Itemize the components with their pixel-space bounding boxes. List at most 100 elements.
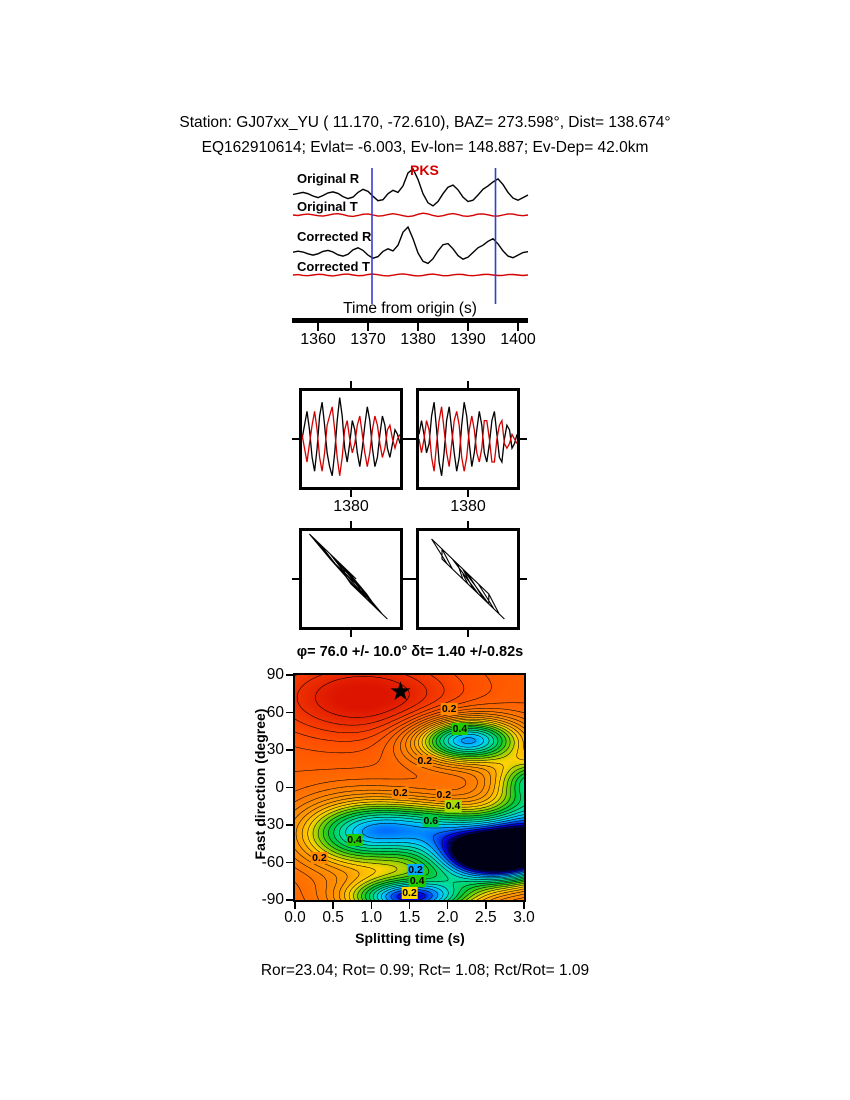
misfit-y-tick <box>286 861 293 864</box>
misfit-x-tick <box>446 902 449 909</box>
misfit-x-tick <box>294 902 296 909</box>
misfit-y-tick-label: -90 <box>261 891 284 908</box>
box-tick <box>409 578 416 580</box>
trace-corrected-t <box>292 273 529 277</box>
misfit-y-tick <box>286 824 293 826</box>
fast-slow-window-box-2 <box>416 388 520 490</box>
misfit-x-tick <box>523 902 525 909</box>
waveform-traces-plot <box>292 167 529 304</box>
box-tick <box>350 381 352 388</box>
time-axis-tick-label: 1390 <box>450 331 486 348</box>
window-trace <box>302 406 400 476</box>
trace-label: Original R <box>297 171 360 186</box>
contour-annotation: 0.4 <box>444 800 462 813</box>
contour-annotation: 0.6 <box>422 815 440 828</box>
misfit-x-tick <box>485 902 487 909</box>
particle-motion-path <box>431 538 505 620</box>
misfit-y-tick-label: 90 <box>266 666 284 683</box>
contour-annotation: 0.2 <box>311 851 328 864</box>
trace-label: Corrected R <box>297 229 372 244</box>
misfit-x-tick <box>332 902 334 909</box>
contour-annotation: 0.2 <box>392 786 409 799</box>
figure-subtitle: EQ162910614; Evlat= -6.003, Ev-lon= 148.… <box>201 139 649 156</box>
box-tick <box>467 381 469 388</box>
time-axis-tick-label: 1380 <box>400 331 436 348</box>
box-tick <box>467 521 469 528</box>
best-solution-star-icon: ★ <box>388 675 413 706</box>
trace-original-r <box>292 167 529 207</box>
box-tick <box>467 630 469 637</box>
figure-title: Station: GJ07xx_YU ( 11.170, -72.610), B… <box>179 114 671 131</box>
contour-annotation: 0.2 <box>401 886 418 899</box>
misfit-title: φ= 76.0 +/- 10.0° δt= 1.40 +/-0.82s <box>296 644 524 660</box>
time-axis-tick <box>517 322 519 331</box>
window-waveforms-2 <box>419 402 517 476</box>
misfit-x-tick <box>370 902 373 909</box>
misfit-x-axis-title: Splitting time (s) <box>355 930 465 946</box>
box-tick <box>467 490 469 497</box>
box-tick <box>520 438 527 440</box>
particle-motion-box-2 <box>416 528 520 630</box>
box-tick <box>292 578 299 580</box>
misfit-y-tick-label: -60 <box>261 853 284 871</box>
particle-motion-path <box>308 533 388 620</box>
misfit-contour-canvas <box>295 675 524 900</box>
particle-motion-2 <box>431 538 505 620</box>
misfit-x-tick-label: 0.5 <box>322 909 344 926</box>
trace-corrected-r <box>292 225 529 265</box>
misfit-x-tick <box>408 902 411 909</box>
box-tick <box>403 578 410 580</box>
time-axis-tick-label: 1360 <box>300 331 336 348</box>
box-tick <box>350 521 352 528</box>
contour-annotation: 0.2 <box>407 864 424 876</box>
contour-annotation: 0.2 <box>435 789 453 801</box>
misfit-plot-frame <box>293 673 526 902</box>
box-tick <box>409 438 416 440</box>
window-waveforms-1 <box>302 397 400 476</box>
misfit-x-tick-label: 3.0 <box>513 909 535 926</box>
misfit-y-tick <box>286 674 293 676</box>
misfit-y-tick <box>286 899 293 901</box>
time-axis-tick <box>467 322 469 331</box>
contour-annotation: 0.4 <box>408 875 426 888</box>
misfit-x-tick-label: 1.0 <box>360 909 383 926</box>
window-trace <box>419 402 517 476</box>
phase-label: PKS <box>410 162 439 178</box>
contour-annotation: 0.2 <box>440 702 458 715</box>
misfit-x-tick-label: 0.0 <box>284 909 306 926</box>
misfit-y-tick-label: 0 <box>275 778 284 796</box>
stats-footer: Ror=23.04; Rot= 0.99; Rct= 1.08; Rct/Rot… <box>260 962 590 979</box>
box-tick <box>292 438 299 440</box>
window-box-2-tick-label: 1380 <box>450 498 486 515</box>
misfit-x-tick-label: 1.5 <box>398 909 421 926</box>
time-axis-tick <box>317 322 319 331</box>
misfit-y-tick <box>286 711 293 714</box>
misfit-x-tick-label: 2.0 <box>436 909 459 926</box>
trace-label: Corrected T <box>297 259 370 274</box>
box-tick <box>350 490 352 497</box>
contour-annotation: 0.2 <box>416 755 434 768</box>
particle-motion-box-1 <box>299 528 403 630</box>
misfit-y-tick-label: -30 <box>261 816 284 833</box>
box-tick <box>520 578 527 580</box>
time-axis-tick <box>417 322 419 331</box>
window-trace <box>302 397 400 476</box>
box-tick <box>350 630 352 637</box>
trace-label: Original T <box>297 199 358 214</box>
contour-annotation: 0.4 <box>346 834 363 846</box>
time-axis <box>292 318 528 323</box>
misfit-y-tick <box>286 749 293 751</box>
time-axis-tick-label: 1400 <box>500 331 536 348</box>
particle-motion-1 <box>308 533 388 620</box>
fast-slow-window-box-1 <box>299 388 403 490</box>
misfit-y-tick-label: 30 <box>266 741 284 758</box>
window-box-1-tick-label: 1380 <box>333 498 369 515</box>
time-axis-tick-label: 1370 <box>350 331 386 348</box>
misfit-y-tick <box>286 786 293 789</box>
trace-original-t <box>292 212 529 218</box>
misfit-x-tick-label: 2.5 <box>475 909 497 926</box>
contour-annotation: 0.4 <box>451 722 469 735</box>
box-tick <box>403 438 410 440</box>
misfit-y-tick-label: 60 <box>266 703 284 721</box>
